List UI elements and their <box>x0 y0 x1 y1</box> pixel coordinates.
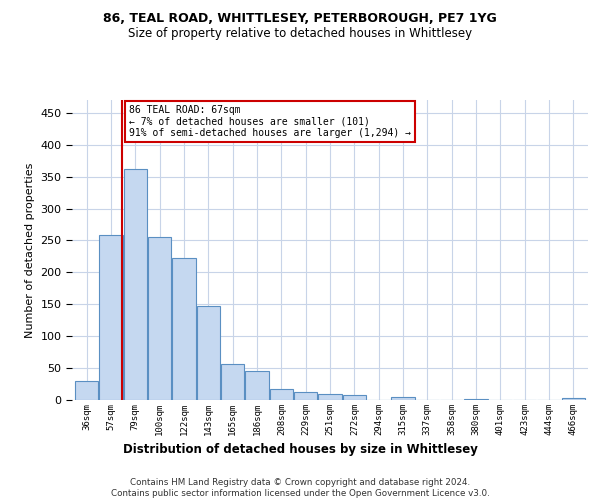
Bar <box>124 169 147 400</box>
Bar <box>197 306 220 400</box>
Bar <box>391 397 415 400</box>
Y-axis label: Number of detached properties: Number of detached properties <box>25 162 35 338</box>
Bar <box>343 395 366 400</box>
Bar <box>294 392 317 400</box>
Text: Contains HM Land Registry data © Crown copyright and database right 2024.
Contai: Contains HM Land Registry data © Crown c… <box>110 478 490 498</box>
Text: Distribution of detached houses by size in Whittlesey: Distribution of detached houses by size … <box>122 442 478 456</box>
Bar <box>172 258 196 400</box>
Bar <box>221 364 244 400</box>
Bar <box>75 381 98 400</box>
Bar <box>562 398 585 400</box>
Text: 86 TEAL ROAD: 67sqm
← 7% of detached houses are smaller (101)
91% of semi-detach: 86 TEAL ROAD: 67sqm ← 7% of detached hou… <box>129 105 411 138</box>
Text: 86, TEAL ROAD, WHITTLESEY, PETERBOROUGH, PE7 1YG: 86, TEAL ROAD, WHITTLESEY, PETERBOROUGH,… <box>103 12 497 26</box>
Bar <box>270 389 293 400</box>
Text: Size of property relative to detached houses in Whittlesey: Size of property relative to detached ho… <box>128 28 472 40</box>
Bar <box>319 394 341 400</box>
Bar <box>464 398 488 400</box>
Bar <box>100 236 122 400</box>
Bar <box>148 237 171 400</box>
Bar <box>245 372 269 400</box>
